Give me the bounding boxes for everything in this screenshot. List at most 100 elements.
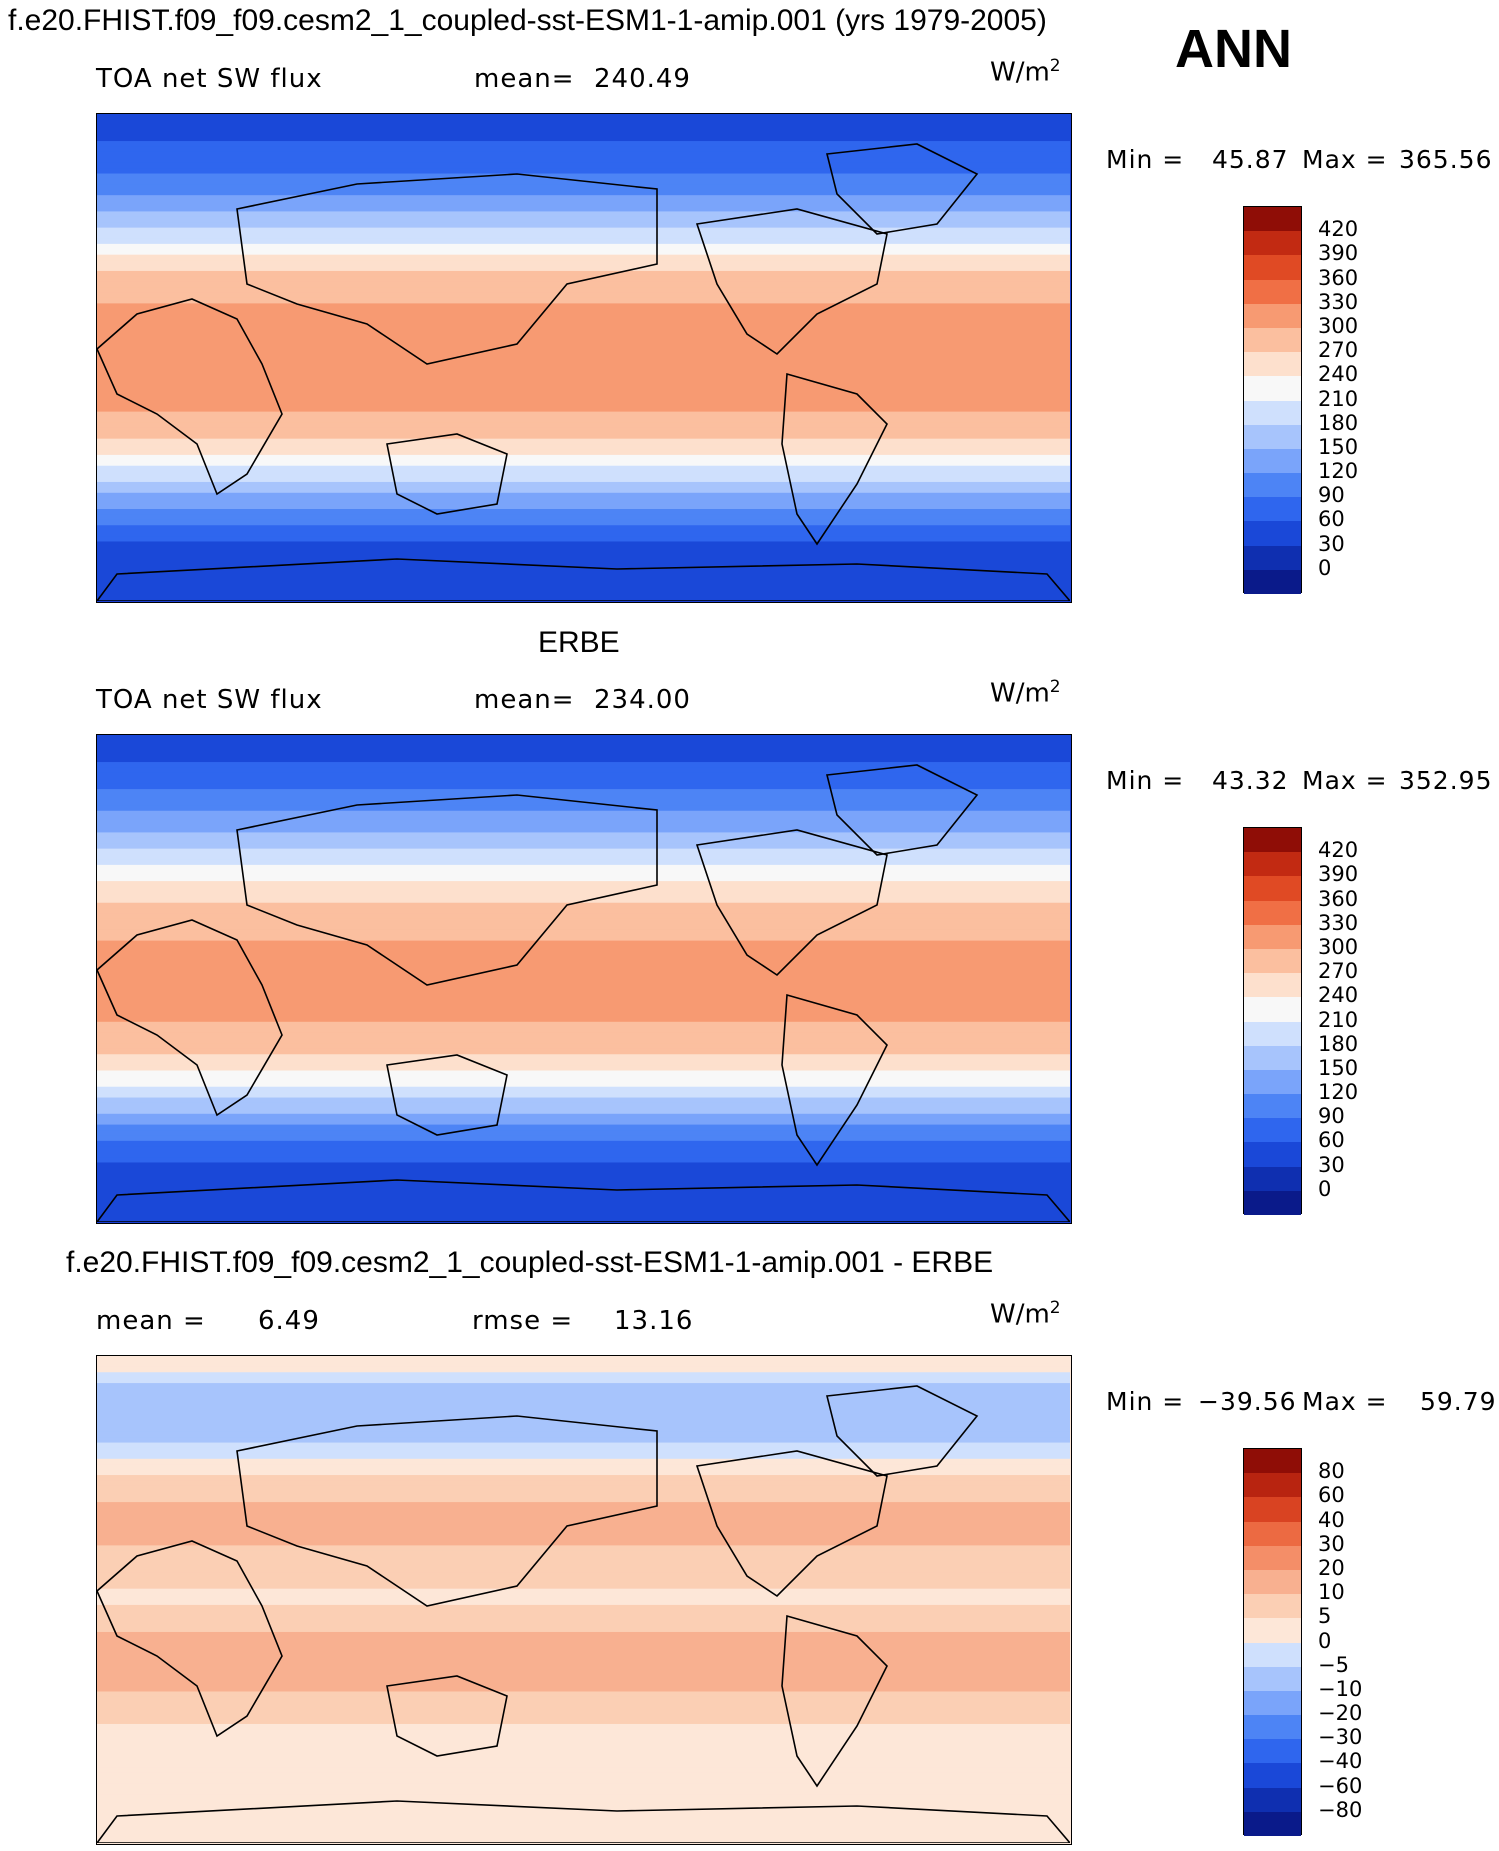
zonal-band [97,1102,1070,1109]
zonal-band [97,292,1070,299]
mean-value: 240.49 [594,64,691,94]
zonal-band [97,1464,1070,1471]
zonal-band [97,530,1070,537]
zonal-band [97,891,1070,898]
zonal-band [97,552,1070,559]
coastline [695,829,888,977]
zonal-band [97,1491,1070,1498]
colorbar-tick-label: 30 [1318,1531,1345,1556]
zonal-band [97,1815,1070,1822]
colorbar-swatch [1244,1715,1301,1740]
zonal-band [97,778,1070,785]
zonal-band [97,1485,1070,1492]
mean-label: mean= [474,685,575,715]
zonal-band [97,1420,1070,1427]
zonal-band [97,265,1070,272]
colorbar-tick-label: 360 [1318,886,1359,911]
colorbar-swatch [1244,1521,1301,1546]
zonal-band [97,233,1070,240]
zonal-band [97,260,1070,267]
zonal-band [97,1610,1070,1617]
mean-label: mean = [96,1306,206,1336]
zonal-band [97,184,1070,191]
zonal-band [97,297,1070,304]
zonal-band [97,1097,1070,1104]
zonal-band [97,1043,1070,1050]
coastline [695,208,888,356]
zonal-band [97,146,1070,153]
zonal-band [97,1388,1070,1395]
zonal-band [97,1453,1070,1460]
colorbar-swatch [1244,1142,1301,1167]
zonal-band [97,222,1070,229]
zonal-band [97,767,1070,774]
zonal-band [97,1702,1070,1709]
colorbar-swatch [1244,1021,1301,1046]
colorbar-swatch [1244,1449,1301,1474]
rmse-label: rmse = [472,1306,574,1336]
zonal-band [97,200,1070,207]
colorbar-tick-label: 10 [1318,1580,1345,1605]
zonal-band [97,1751,1070,1758]
colorbar-swatch [1244,400,1301,425]
zonal-band [97,983,1070,990]
zonal-band [97,211,1070,218]
zonal-band [97,395,1070,402]
zonal-band [97,924,1070,931]
zonal-band [97,1151,1070,1158]
colorbar-tick-label: 0 [1318,1176,1332,1201]
zonal-band [97,460,1070,467]
zonal-band [97,157,1070,164]
colorbar-swatch [1244,545,1301,570]
colorbar-tick-label: 270 [1318,959,1359,984]
zonal-band [97,1545,1070,1552]
colorbar-tick-label: 300 [1318,313,1359,338]
zonal-band [97,308,1070,315]
coastline [97,919,283,1117]
zonal-band [97,503,1070,510]
zonal-band [97,227,1070,234]
zonal-band [97,789,1070,796]
colorbar-tick-label: 120 [1318,1080,1359,1105]
zonal-band [97,536,1070,543]
zonal-band [97,1442,1070,1449]
zonal-band [97,1356,1070,1363]
zonal-band [97,1410,1070,1417]
zonal-band [97,918,1070,925]
zonal-band [97,859,1070,866]
zonal-band [97,783,1070,790]
zonal-band [97,1696,1070,1703]
panel-heading: f.e20.FHIST.f09_f09.cesm2_1_coupled-sst-… [66,1246,994,1279]
zonal-band [97,1734,1070,1741]
colorbar-swatch [1244,1069,1301,1095]
colorbar-tick-label: 390 [1318,241,1359,266]
zonal-band [97,1821,1070,1828]
zonal-band [97,249,1070,256]
zonal-band [97,1805,1070,1812]
zonal-band [97,1588,1070,1595]
zonal-band [97,276,1070,283]
zonal-band [97,1837,1070,1843]
zonal-band [97,525,1070,532]
map-diff [96,1355,1072,1845]
zonal-band [97,1194,1070,1201]
zonal-band [97,1561,1070,1568]
map-field [97,114,1070,601]
colorbar-tick-label: 210 [1318,386,1359,411]
colorbar-tick-label: 150 [1318,1055,1359,1080]
zonal-band [97,1437,1070,1444]
zonal-band [97,590,1070,597]
zonal-band [97,1119,1070,1126]
zonal-band [97,173,1070,180]
zonal-band [97,205,1070,212]
zonal-band [97,465,1070,472]
zonal-band [97,168,1070,175]
zonal-band [97,1086,1070,1093]
zonal-band [97,1675,1070,1682]
zonal-band [97,1669,1070,1676]
zonal-band [97,584,1070,591]
zonal-band [97,821,1070,828]
zonal-band [97,940,1070,947]
zonal-band [97,946,1070,953]
zonal-band [97,1756,1070,1763]
